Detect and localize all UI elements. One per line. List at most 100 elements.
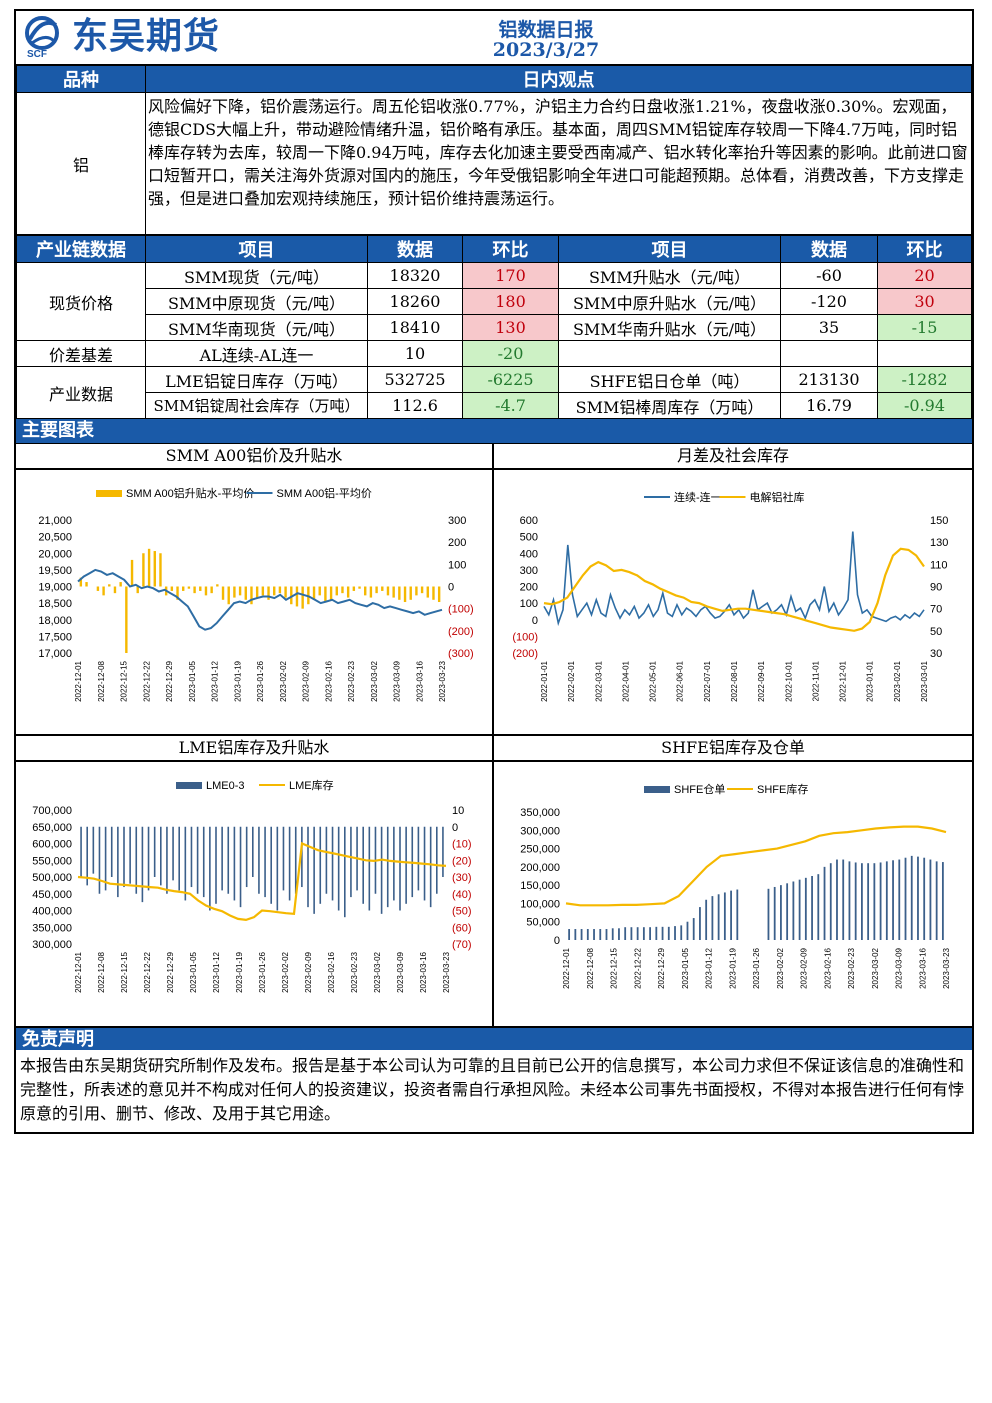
bar <box>337 826 340 911</box>
x-tick-label: 2023-01-12 <box>211 660 220 701</box>
bar <box>705 899 708 940</box>
chart-smm-a00: SMM A00铝升贴水-平均价 SMM A00铝-平均价 21,000 20,500 2… <box>38 486 474 702</box>
bar <box>92 826 95 874</box>
y-tick-label: 18,500 <box>38 598 72 610</box>
row4-right-item: SHFE铝日仓单（吨） <box>558 366 781 393</box>
x-tick-label: 2022-12-15 <box>610 947 619 988</box>
x-tick-label: 2023-01-19 <box>728 947 737 988</box>
x-tick-label: 2023-01-19 <box>233 660 242 701</box>
bar <box>301 826 303 888</box>
bar <box>102 586 105 596</box>
y2-tick-label: 50 <box>930 626 942 638</box>
chart-box-2: 月差及社会库存 连续-连一 电解铝社库 600 500 400 300 200 100 0 (10… <box>494 444 972 734</box>
bar <box>98 826 101 894</box>
bar <box>184 826 187 901</box>
bar <box>170 586 174 591</box>
bar <box>113 586 117 594</box>
y2-tick-label: 100 <box>448 559 466 571</box>
legend-label: SMM A00铝升贴水-平均价 <box>126 486 254 500</box>
bar <box>611 928 614 940</box>
bar <box>599 929 602 940</box>
bar <box>817 874 820 940</box>
bar <box>420 586 424 594</box>
bar <box>227 826 230 894</box>
x-tick-label: 2022-12-29 <box>657 947 666 988</box>
bar <box>196 826 199 894</box>
bar <box>854 862 857 940</box>
y2-tick-label: (300) <box>448 648 474 660</box>
chain-header-4: 项目 <box>558 235 781 263</box>
y-tick-label: 150,000 <box>520 880 560 892</box>
bar <box>437 586 441 603</box>
chart-spread-stock: 连续-连一 电解铝社库 600 500 400 300 200 100 0 (100) (200) 1… <box>512 490 948 702</box>
bar <box>836 859 838 940</box>
chart-shfe: SHFE仓单 SHFE库存 350,000 300,000 250,000 200,000… <box>520 782 951 989</box>
y-tick-label: 550,000 <box>32 855 72 867</box>
bar <box>380 826 383 914</box>
x-tick-label: 2023-02-01 <box>893 660 902 701</box>
x-tick-label: 2023-01-26 <box>258 951 267 992</box>
bar <box>403 586 407 603</box>
y-tick-label: 300,000 <box>32 939 72 951</box>
y-tick-label: 200 <box>520 582 538 594</box>
bar <box>362 826 364 904</box>
bar <box>885 861 888 940</box>
charts-section-header: 主要图表 <box>16 419 972 443</box>
bar <box>929 859 932 940</box>
bar <box>153 826 156 877</box>
series-line <box>77 568 443 631</box>
y2-tick-label: 70 <box>930 604 942 616</box>
bar <box>605 929 608 940</box>
view-table: 品种 日内观点 铝 风险偏好下降，铝价震荡运行。周五伦铝收涨0.77%，沪铝主力… <box>16 65 972 235</box>
bar <box>104 826 107 891</box>
row1-right-change: 30 <box>877 288 972 315</box>
y-tick-label: 350,000 <box>32 922 72 934</box>
chart-box-3: LME铝库存及升贴水 LME0-3 LME库存 700,000 650,000 600,… <box>16 736 494 1026</box>
x-tick-label: 2022-12-22 <box>142 660 151 701</box>
y-tick-label: 17,000 <box>38 648 72 660</box>
bar <box>804 877 807 940</box>
group-industry: 产业数据 <box>16 366 146 419</box>
bar <box>624 927 627 940</box>
bar <box>892 860 894 940</box>
chart-lme: LME0-3 LME库存 700,000 650,000 600,000 550,000 5… <box>32 778 472 993</box>
legend-label: LME库存 <box>289 778 334 792</box>
row3-right-item <box>558 340 781 367</box>
bar <box>686 921 689 940</box>
x-tick-label: 2023-02-09 <box>302 660 311 701</box>
y2-tick-label: 0 <box>452 822 458 834</box>
bar <box>233 826 236 901</box>
x-tick-label: 2023-02-02 <box>776 947 785 988</box>
bar <box>117 826 119 898</box>
bar <box>221 586 225 600</box>
bar <box>873 863 876 940</box>
chain-header-5: 数据 <box>780 235 878 263</box>
table-row: SMM华南现货（元/吨） 18410 130 SMM华南升贴水（元/吨） 35 … <box>17 314 972 341</box>
bar <box>358 586 361 589</box>
y-tick-label: 18,000 <box>38 615 72 627</box>
bar <box>910 855 913 940</box>
row2-right-value: 35 <box>780 314 878 341</box>
bar <box>313 826 315 914</box>
bar <box>202 826 205 898</box>
y2-tick-label: (40) <box>452 889 472 901</box>
x-tick-label: 2022-06-01 <box>676 660 685 701</box>
x-tick-label: 2022-09-01 <box>757 660 766 701</box>
legend-swatch <box>644 786 670 793</box>
y-tick-label: 400,000 <box>32 906 72 918</box>
bar <box>442 826 444 877</box>
y-tick-label: 200,000 <box>520 862 560 874</box>
bar <box>642 927 645 940</box>
bar <box>307 826 309 908</box>
row1-right-item: SMM中原升贴水（元/吨） <box>558 288 781 315</box>
y-tick-label: 50,000 <box>526 917 560 929</box>
bar <box>290 586 293 605</box>
x-tick-label: 2022-12-01 <box>839 660 848 701</box>
y-tick-label: 700,000 <box>32 805 72 817</box>
bar <box>786 883 789 940</box>
bar <box>364 586 367 596</box>
scf-logo-icon: SCF <box>25 16 59 60</box>
bar <box>723 892 726 940</box>
bar <box>301 586 304 609</box>
bar <box>142 553 145 587</box>
